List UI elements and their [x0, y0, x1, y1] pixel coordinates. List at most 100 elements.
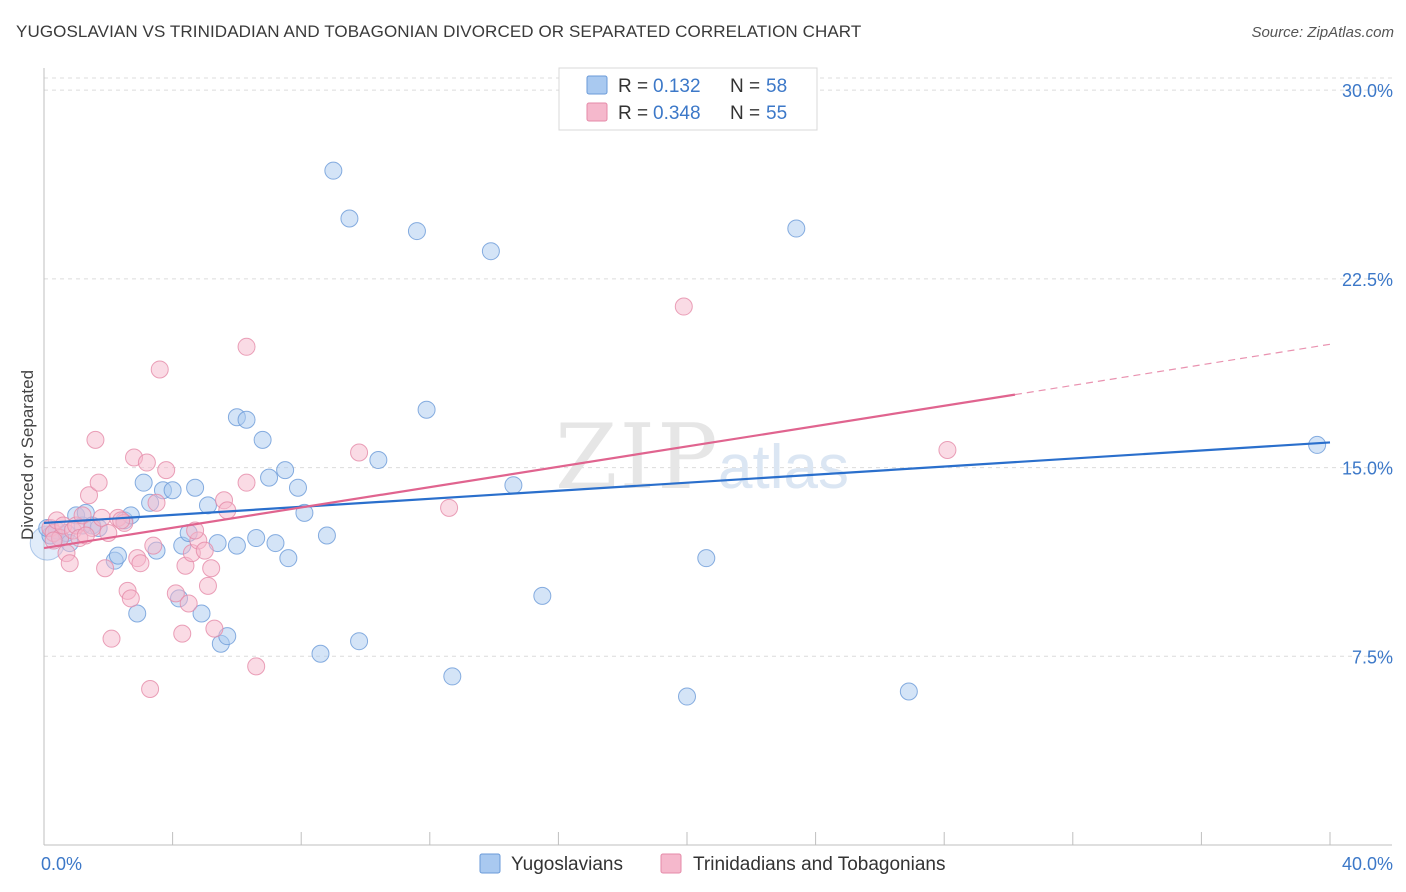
point-trinidadian — [205, 619, 224, 638]
point-trinidadian — [186, 521, 205, 540]
point-yugoslavian — [288, 478, 307, 497]
point-yugoslavian — [260, 468, 279, 487]
stats-legend-r-value: 0.348 — [653, 103, 701, 124]
point-yugoslavian — [678, 687, 696, 706]
point-trinidadian — [350, 443, 369, 462]
stats-legend-r-label: R = — [618, 76, 648, 97]
point-trinidadian — [121, 589, 140, 608]
point-yugoslavian — [276, 461, 295, 480]
point-yugoslavian — [317, 526, 336, 545]
point-trinidadian — [102, 629, 121, 648]
point-trinidadian — [674, 297, 693, 316]
stats-legend-swatch-pink — [586, 102, 608, 122]
y-axis-label: Divorced or Separated — [18, 370, 37, 540]
point-trinidadian — [137, 453, 156, 472]
point-trinidadian — [80, 486, 99, 505]
point-yugoslavian — [186, 478, 205, 497]
point-trinidadian — [237, 473, 256, 492]
point-yugoslavian — [481, 242, 500, 261]
point-yugoslavian — [417, 400, 436, 419]
point-yugoslavian — [108, 546, 127, 565]
point-yugoslavian — [134, 473, 153, 492]
y-tick-label: 15.0% — [1342, 459, 1393, 479]
stats-legend-n-value: 55 — [766, 103, 787, 124]
stats-legend-n-label: N = — [730, 103, 760, 124]
point-trinidadian — [166, 584, 185, 603]
data-points — [29, 161, 1327, 706]
stats-legend-r-label: R = — [618, 103, 648, 124]
point-yugoslavian — [324, 161, 343, 180]
watermark: ZIP atlas — [555, 405, 849, 510]
point-yugoslavian — [237, 410, 256, 429]
point-yugoslavian — [899, 682, 918, 701]
point-trinidadian — [440, 498, 459, 517]
gridlines — [44, 77, 1392, 657]
legend-label-trinidadians: Trinidadians and Tobagonians — [693, 854, 945, 875]
trend-lines — [43, 343, 1331, 550]
point-trinidadian — [141, 680, 160, 698]
point-trinidadian — [144, 536, 163, 555]
point-trinidadian — [96, 559, 115, 578]
point-yugoslavian — [697, 549, 716, 568]
y-tick-label: 22.5% — [1342, 270, 1393, 290]
x-tick-label: 40.0% — [1342, 854, 1393, 874]
stats-legend-swatch-blue — [586, 75, 608, 95]
point-trinidadian — [147, 493, 166, 512]
point-yugoslavian — [369, 451, 388, 470]
point-yugoslavian — [787, 219, 806, 238]
point-yugoslavian — [279, 549, 298, 568]
point-trinidadian — [60, 554, 79, 573]
point-yugoslavian — [340, 209, 359, 228]
point-trinidadian — [131, 554, 150, 573]
point-yugoslavian — [192, 604, 211, 623]
point-yugoslavian — [443, 667, 462, 686]
point-yugoslavian — [1308, 435, 1327, 454]
trend-line-trinidadians — [43, 393, 1016, 550]
legend-label-yugoslavians: Yugoslavians — [511, 854, 623, 875]
point-yugoslavian — [198, 496, 217, 515]
point-yugoslavian — [350, 632, 369, 651]
point-yugoslavian — [311, 644, 330, 663]
stats-legend: R = 0.132 N = 58 R = 0.348 N = 55 — [558, 67, 818, 131]
point-trinidadian — [86, 430, 105, 449]
stats-legend-n-value: 58 — [766, 76, 787, 97]
x-tick-label: 0.0% — [41, 854, 82, 874]
point-trinidadian — [237, 337, 256, 356]
point-trinidadian — [247, 657, 266, 676]
legend-swatch-trinidadians — [660, 853, 682, 874]
point-trinidadian — [202, 559, 221, 578]
axes — [43, 68, 1392, 846]
point-trinidadian — [938, 440, 957, 459]
point-yugoslavian — [163, 481, 182, 500]
trend-line-yugoslavians — [43, 441, 1331, 525]
y-tick-label: 30.0% — [1342, 81, 1393, 101]
point-trinidadian — [173, 624, 192, 643]
point-trinidadian — [198, 576, 217, 595]
point-yugoslavian — [128, 604, 147, 623]
point-trinidadian — [89, 473, 108, 492]
point-trinidadian — [195, 541, 214, 560]
point-yugoslavian — [504, 476, 523, 495]
point-yugoslavian — [247, 529, 266, 548]
point-yugoslavian — [227, 536, 246, 555]
point-trinidadian — [150, 360, 169, 379]
trend-extension-trinidadians — [1014, 343, 1331, 396]
bottom-legend: Yugoslavians Trinidadians and Tobagonian… — [479, 853, 945, 875]
legend-swatch-yugoslavians — [479, 853, 501, 874]
chart-title: YUGOSLAVIAN VS TRINIDADIAN AND TOBAGONIA… — [16, 22, 862, 41]
point-trinidadian — [157, 461, 176, 480]
watermark-zip: ZIP — [555, 405, 720, 510]
point-yugoslavian — [253, 430, 272, 449]
source-credit: Source: ZipAtlas.com — [1251, 24, 1394, 41]
point-yugoslavian — [533, 586, 552, 605]
point-trinidadian — [112, 511, 131, 530]
stats-legend-r-value: 0.132 — [653, 76, 701, 97]
watermark-atlas: atlas — [718, 433, 849, 502]
point-yugoslavian — [407, 222, 426, 241]
point-trinidadian — [179, 594, 198, 613]
tick-labels: 7.5% 15.0% 22.5% 30.0% 0.0% 40.0% — [41, 81, 1393, 874]
y-tick-label: 7.5% — [1352, 647, 1393, 667]
stats-legend-n-label: N = — [730, 76, 760, 97]
point-yugoslavian — [266, 534, 285, 553]
